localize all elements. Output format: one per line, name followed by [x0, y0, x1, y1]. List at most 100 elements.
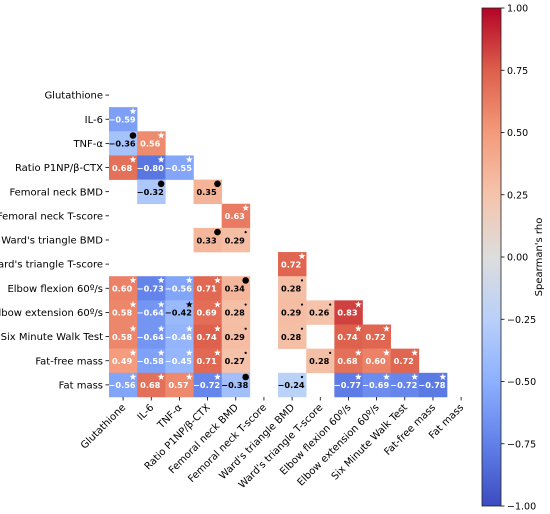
heatmap-cell: −0.46	[165, 324, 194, 349]
cell-value-label: 0.29	[225, 235, 246, 245]
cell-value-label: 0.28	[281, 332, 302, 342]
significance-star-icon	[185, 156, 193, 163]
significance-small-dot-icon	[244, 231, 247, 234]
cell-value-label: 0.68	[112, 163, 133, 173]
significance-star-icon	[157, 300, 165, 308]
colorbar-tick-label: 0.00	[507, 253, 528, 264]
cell-value-label: 0.60	[366, 356, 387, 366]
y-tick-label: IL-6	[85, 115, 103, 126]
x-tick-label: IL-6	[136, 402, 157, 423]
significance-star-icon	[214, 373, 221, 380]
significance-star-icon	[439, 373, 447, 380]
heatmap-cell: 0.69	[193, 300, 222, 325]
cell-value-label: −0.36	[109, 139, 136, 149]
colorbar-tick-label: −1.00	[507, 502, 536, 513]
cell-value-label: −0.42	[165, 308, 192, 318]
cell-value-label: 0.49	[112, 356, 133, 366]
heatmap-cell: −0.36	[109, 131, 138, 156]
significance-star-icon	[242, 204, 250, 211]
cell-value-label: 0.29	[281, 308, 302, 318]
significance-star-icon	[157, 276, 165, 284]
heatmap-cell: 0.60	[109, 276, 138, 301]
heatmap-cell: 0.35	[193, 179, 222, 205]
cell-value-label: 0.27	[225, 356, 246, 366]
heatmap-cell: −0.72	[193, 372, 222, 398]
cell-value-label: −0.55	[165, 163, 192, 173]
cell-value-label: −0.64	[137, 332, 164, 342]
cell-value-label: 0.68	[337, 356, 358, 366]
significance-star-icon	[129, 373, 137, 380]
heatmap-cell: 0.49	[109, 348, 138, 374]
heatmap-cell: −0.38	[221, 372, 251, 398]
heatmap-cell: −0.73	[137, 276, 166, 301]
significance-star-icon	[298, 252, 306, 260]
cell-value-label: 0.58	[112, 308, 133, 318]
significance-small-dot-icon	[329, 351, 332, 354]
cell-value-label: 0.72	[281, 259, 301, 269]
cell-value-label: −0.72	[390, 380, 417, 390]
significance-small-dot-icon	[300, 375, 304, 379]
x-tick-label: Glutathione	[79, 402, 128, 451]
heatmap-cell: 0.74	[193, 324, 222, 349]
cell-value-label: 0.63	[225, 211, 246, 221]
significance-star-icon	[129, 156, 137, 163]
significance-star-icon	[214, 349, 221, 356]
cell-value-label: 0.35	[196, 187, 217, 197]
cell-value-label: 0.83	[337, 308, 358, 318]
significance-star-icon	[157, 325, 165, 332]
heatmap-cell: 0.26	[306, 300, 335, 325]
cell-value-label: −0.77	[334, 380, 361, 390]
significance-star-icon	[129, 349, 137, 356]
y-tick-label: Ratio P1NP/β-CTX	[15, 163, 103, 174]
significance-star-icon	[411, 349, 419, 356]
cell-value-label: −0.80	[137, 163, 164, 173]
cell-value-label: 0.69	[196, 308, 217, 318]
heatmap-cell: 0.68	[334, 348, 363, 374]
heatmap-cell: 0.71	[193, 276, 222, 301]
significance-star-icon	[157, 156, 165, 163]
cell-value-label: 0.34	[225, 284, 246, 294]
cell-value-label: 0.74	[337, 332, 358, 342]
significance-small-dot-icon	[244, 303, 247, 306]
colorbar-tick-label: 0.75	[507, 66, 528, 77]
heatmap-cell: −0.45	[165, 348, 194, 374]
significance-star-icon	[383, 373, 390, 380]
significance-star-icon	[354, 349, 362, 356]
significance-small-dot-icon	[329, 303, 332, 306]
heatmap-cell: −0.56	[165, 276, 194, 301]
heatmap-cell: −0.69	[362, 372, 391, 398]
heatmap-cell: 0.74	[334, 324, 363, 349]
heatmap-cell: −0.77	[334, 372, 363, 398]
significance-star-icon	[185, 349, 193, 356]
significance-star-icon	[157, 131, 165, 139]
colorbar-tick-label: −0.50	[507, 377, 536, 388]
y-tick-label: Elbow extension 60º/s	[0, 308, 103, 319]
cell-value-label: 0.72	[366, 332, 386, 342]
colorbar-tick-label: 1.00	[507, 4, 528, 15]
significance-star-icon	[185, 300, 193, 308]
significance-dot-icon	[157, 180, 165, 188]
cell-value-label: −0.64	[137, 308, 164, 318]
significance-small-dot-icon	[244, 327, 247, 330]
cell-value-label: −0.56	[109, 380, 136, 390]
y-tick-label: Six Minute Walk Test	[1, 332, 103, 343]
heatmap-cell: −0.78	[418, 372, 448, 398]
cell-value-label: 0.33	[196, 235, 217, 245]
significance-star-icon	[214, 276, 221, 284]
significance-small-dot-icon	[244, 351, 247, 354]
heatmap-cell: 0.34	[221, 276, 251, 301]
significance-star-icon	[354, 300, 362, 308]
cell-value-label: −0.24	[278, 380, 305, 390]
y-tick-label: Glutathione	[44, 91, 103, 102]
heatmap-cell: −0.59	[109, 107, 138, 132]
heatmap-cell: 0.27	[221, 348, 251, 374]
heatmap-cell: 0.28	[278, 324, 307, 349]
colorbar-tick-label: 0.50	[507, 128, 528, 139]
cell-value-label: −0.73	[137, 284, 164, 294]
heatmap-cell: −0.80	[137, 155, 166, 180]
cell-value-label: 0.26	[309, 308, 330, 318]
heatmap-cells: −0.59 −0.36 0.56 0.68 −0.80 −0.55 −0.32 0.35 0.6…	[109, 107, 448, 398]
cell-value-label: 0.68	[140, 380, 161, 390]
